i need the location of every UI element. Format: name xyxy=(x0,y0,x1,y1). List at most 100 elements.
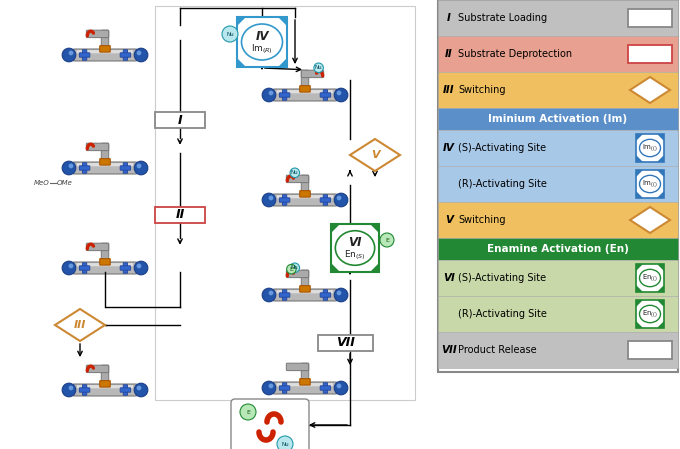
FancyBboxPatch shape xyxy=(282,290,287,300)
FancyBboxPatch shape xyxy=(73,49,137,61)
FancyBboxPatch shape xyxy=(301,70,309,87)
Circle shape xyxy=(335,193,348,207)
Polygon shape xyxy=(636,170,643,177)
Ellipse shape xyxy=(241,24,282,60)
Circle shape xyxy=(335,381,348,395)
Ellipse shape xyxy=(639,175,660,193)
FancyBboxPatch shape xyxy=(120,388,131,392)
FancyBboxPatch shape xyxy=(320,198,330,202)
FancyBboxPatch shape xyxy=(77,50,133,53)
Polygon shape xyxy=(331,224,340,233)
Text: En$_{(S)}$: En$_{(S)}$ xyxy=(344,248,366,262)
Circle shape xyxy=(137,264,141,269)
Polygon shape xyxy=(657,321,664,328)
Circle shape xyxy=(380,233,394,247)
Polygon shape xyxy=(636,300,643,307)
FancyBboxPatch shape xyxy=(231,399,309,449)
Polygon shape xyxy=(657,134,664,141)
Text: Nu: Nu xyxy=(291,265,299,270)
Circle shape xyxy=(134,48,148,62)
FancyBboxPatch shape xyxy=(77,385,133,388)
FancyBboxPatch shape xyxy=(82,50,87,60)
Circle shape xyxy=(290,168,300,177)
FancyBboxPatch shape xyxy=(120,53,131,57)
Circle shape xyxy=(262,288,276,302)
Polygon shape xyxy=(370,224,379,233)
FancyBboxPatch shape xyxy=(323,90,328,100)
Bar xyxy=(438,0,678,36)
Bar xyxy=(438,72,678,108)
Polygon shape xyxy=(657,264,664,271)
Circle shape xyxy=(62,48,75,62)
Polygon shape xyxy=(370,263,379,272)
Polygon shape xyxy=(237,17,246,26)
Bar xyxy=(636,134,664,162)
Bar xyxy=(628,9,672,27)
FancyBboxPatch shape xyxy=(86,243,109,251)
Polygon shape xyxy=(636,191,643,198)
Text: En$_{(()}$: En$_{(()}$ xyxy=(642,308,658,319)
Text: Iminium Activation (Im): Iminium Activation (Im) xyxy=(488,114,628,124)
FancyBboxPatch shape xyxy=(80,266,90,270)
Text: Im$_{(()}$: Im$_{(()}$ xyxy=(642,179,658,189)
Polygon shape xyxy=(331,263,340,272)
Ellipse shape xyxy=(639,269,660,286)
FancyBboxPatch shape xyxy=(282,195,287,205)
Circle shape xyxy=(62,383,75,397)
Text: E: E xyxy=(246,409,250,414)
FancyBboxPatch shape xyxy=(82,163,87,173)
Circle shape xyxy=(337,91,341,95)
Circle shape xyxy=(269,291,273,295)
FancyBboxPatch shape xyxy=(101,143,109,160)
Circle shape xyxy=(269,91,273,95)
Circle shape xyxy=(262,88,276,102)
Polygon shape xyxy=(657,170,664,177)
Polygon shape xyxy=(657,191,664,198)
Circle shape xyxy=(62,261,75,275)
Circle shape xyxy=(69,264,73,269)
FancyBboxPatch shape xyxy=(73,262,137,274)
Text: V: V xyxy=(445,215,453,225)
FancyBboxPatch shape xyxy=(279,198,290,202)
FancyBboxPatch shape xyxy=(77,263,133,266)
FancyBboxPatch shape xyxy=(273,89,337,101)
Text: E: E xyxy=(290,267,293,272)
Bar xyxy=(155,112,205,128)
Circle shape xyxy=(137,386,141,390)
FancyBboxPatch shape xyxy=(301,363,309,380)
Text: Nu: Nu xyxy=(315,65,322,70)
Circle shape xyxy=(222,26,238,42)
FancyBboxPatch shape xyxy=(301,175,309,192)
FancyBboxPatch shape xyxy=(80,53,90,57)
Text: V: V xyxy=(371,150,379,160)
Circle shape xyxy=(287,264,296,274)
Circle shape xyxy=(134,261,148,275)
FancyBboxPatch shape xyxy=(100,381,110,387)
Polygon shape xyxy=(657,300,664,307)
Polygon shape xyxy=(350,139,400,171)
FancyBboxPatch shape xyxy=(120,166,131,170)
Bar xyxy=(628,341,672,359)
Text: Product Release: Product Release xyxy=(458,345,537,355)
Polygon shape xyxy=(657,285,664,292)
Bar xyxy=(237,17,287,67)
Circle shape xyxy=(337,291,341,295)
Text: VI: VI xyxy=(348,236,362,249)
Circle shape xyxy=(69,386,73,390)
Bar xyxy=(628,45,672,63)
Circle shape xyxy=(335,288,348,302)
Circle shape xyxy=(337,196,341,200)
FancyBboxPatch shape xyxy=(320,386,330,390)
FancyBboxPatch shape xyxy=(320,93,330,97)
FancyBboxPatch shape xyxy=(279,386,290,390)
Circle shape xyxy=(269,196,273,200)
Polygon shape xyxy=(630,77,670,103)
Polygon shape xyxy=(657,155,664,162)
FancyBboxPatch shape xyxy=(286,363,309,370)
FancyBboxPatch shape xyxy=(82,385,87,395)
FancyBboxPatch shape xyxy=(277,290,333,293)
FancyBboxPatch shape xyxy=(123,50,128,60)
Circle shape xyxy=(314,63,324,73)
Bar xyxy=(438,166,678,202)
FancyBboxPatch shape xyxy=(300,379,310,385)
